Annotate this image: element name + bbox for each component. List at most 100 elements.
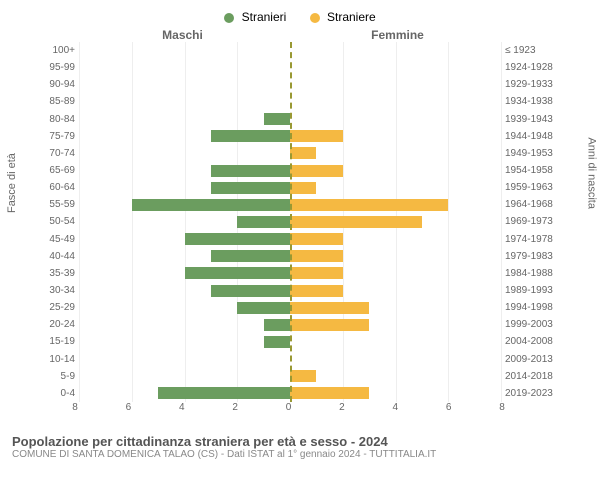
age-label: 5-9 bbox=[20, 368, 75, 385]
age-label: 0-4 bbox=[20, 385, 75, 402]
age-label: 35-39 bbox=[20, 265, 75, 282]
x-tick: 4 bbox=[392, 402, 398, 413]
x-tick: 8 bbox=[72, 402, 78, 413]
x-tick: 6 bbox=[446, 402, 452, 413]
bar-male bbox=[158, 387, 290, 399]
age-label: 15-19 bbox=[20, 333, 75, 350]
bar-male bbox=[185, 233, 291, 245]
age-labels: 100+95-9990-9485-8980-8475-7970-7465-696… bbox=[20, 42, 79, 402]
bar-female bbox=[290, 370, 316, 382]
birth-year-label: 2004-2008 bbox=[505, 333, 580, 350]
legend-male: Stranieri bbox=[224, 10, 286, 24]
age-label: 40-44 bbox=[20, 248, 75, 265]
age-label: 75-79 bbox=[20, 128, 75, 145]
x-tick: 2 bbox=[232, 402, 238, 413]
birth-year-label: 1989-1993 bbox=[505, 282, 580, 299]
age-label: 45-49 bbox=[20, 231, 75, 248]
bar-female bbox=[290, 199, 448, 211]
center-line bbox=[290, 42, 292, 402]
x-axis: 8 6 4 2 0 2 4 6 8 bbox=[75, 402, 502, 418]
bar-male bbox=[211, 250, 290, 262]
age-label: 10-14 bbox=[20, 351, 75, 368]
age-label: 20-24 bbox=[20, 316, 75, 333]
bar-male bbox=[264, 336, 290, 348]
bar-female bbox=[290, 302, 369, 314]
bar-female bbox=[290, 130, 343, 142]
age-label: 25-29 bbox=[20, 299, 75, 316]
birth-year-label: 1924-1928 bbox=[505, 59, 580, 76]
bar-female bbox=[290, 267, 343, 279]
birth-year-label: 1974-1978 bbox=[505, 231, 580, 248]
age-label: 85-89 bbox=[20, 93, 75, 110]
age-label: 95-99 bbox=[20, 59, 75, 76]
birth-year-label: 2019-2023 bbox=[505, 385, 580, 402]
chart-title: Popolazione per cittadinanza straniera p… bbox=[12, 434, 590, 449]
birth-year-label: 1984-1988 bbox=[505, 265, 580, 282]
bar-female bbox=[290, 216, 422, 228]
y-axis-label-left: Fasce di età bbox=[6, 153, 18, 213]
bar-female bbox=[290, 182, 316, 194]
birth-year-label: 1969-1973 bbox=[505, 213, 580, 230]
birth-year-label: 1954-1958 bbox=[505, 162, 580, 179]
birth-year-label: 1964-1968 bbox=[505, 196, 580, 213]
birth-year-labels: ≤ 19231924-19281929-19331934-19381939-19… bbox=[501, 42, 580, 402]
legend-male-label: Stranieri bbox=[242, 10, 287, 24]
age-label: 70-74 bbox=[20, 145, 75, 162]
bar-male bbox=[237, 216, 290, 228]
birth-year-label: 1999-2003 bbox=[505, 316, 580, 333]
age-label: 80-84 bbox=[20, 111, 75, 128]
birth-year-label: 1944-1948 bbox=[505, 128, 580, 145]
chart-subtitle: COMUNE DI SANTA DOMENICA TALAO (CS) - Da… bbox=[12, 449, 590, 460]
bar-male bbox=[237, 302, 290, 314]
bar-male bbox=[211, 165, 290, 177]
birth-year-label: 2014-2018 bbox=[505, 368, 580, 385]
bar-male bbox=[185, 267, 291, 279]
x-tick: 0 bbox=[286, 402, 292, 413]
age-label: 50-54 bbox=[20, 213, 75, 230]
bar-female bbox=[290, 285, 343, 297]
y-axis-label-right: Anni di nascita bbox=[586, 137, 598, 209]
grid-line bbox=[501, 42, 502, 402]
legend-dot-female bbox=[310, 13, 320, 23]
bars-area bbox=[79, 42, 501, 402]
birth-year-label: 1939-1943 bbox=[505, 111, 580, 128]
legend-female: Straniere bbox=[310, 10, 376, 24]
header-female: Femmine bbox=[290, 28, 505, 42]
birth-year-label: 1934-1938 bbox=[505, 93, 580, 110]
bar-male bbox=[211, 182, 290, 194]
bar-female bbox=[290, 147, 316, 159]
bar-male bbox=[264, 113, 290, 125]
bar-female bbox=[290, 250, 343, 262]
column-headers: Maschi Femmine bbox=[20, 28, 580, 42]
plot-area: 100+95-9990-9485-8980-8475-7970-7465-696… bbox=[20, 42, 580, 402]
bar-male bbox=[211, 285, 290, 297]
birth-year-label: 1994-1998 bbox=[505, 299, 580, 316]
bar-female bbox=[290, 165, 343, 177]
birth-year-label: 1949-1953 bbox=[505, 145, 580, 162]
chart-container: Fasce di età Anni di nascita Maschi Femm… bbox=[20, 28, 580, 428]
x-tick: 2 bbox=[339, 402, 345, 413]
bar-male bbox=[132, 199, 290, 211]
birth-year-label: ≤ 1923 bbox=[505, 42, 580, 59]
x-tick: 4 bbox=[179, 402, 185, 413]
age-label: 65-69 bbox=[20, 162, 75, 179]
bar-female bbox=[290, 233, 343, 245]
legend: Stranieri Straniere bbox=[10, 10, 590, 24]
age-label: 60-64 bbox=[20, 179, 75, 196]
bar-female bbox=[290, 387, 369, 399]
birth-year-label: 1929-1933 bbox=[505, 76, 580, 93]
header-male: Maschi bbox=[20, 28, 290, 42]
bar-female bbox=[290, 319, 369, 331]
x-tick: 8 bbox=[499, 402, 505, 413]
birth-year-label: 1979-1983 bbox=[505, 248, 580, 265]
legend-dot-male bbox=[224, 13, 234, 23]
x-tick: 6 bbox=[126, 402, 132, 413]
age-label: 30-34 bbox=[20, 282, 75, 299]
age-label: 55-59 bbox=[20, 196, 75, 213]
legend-female-label: Straniere bbox=[327, 10, 376, 24]
age-label: 90-94 bbox=[20, 76, 75, 93]
bar-male bbox=[211, 130, 290, 142]
birth-year-label: 2009-2013 bbox=[505, 351, 580, 368]
birth-year-label: 1959-1963 bbox=[505, 179, 580, 196]
bar-male bbox=[264, 319, 290, 331]
